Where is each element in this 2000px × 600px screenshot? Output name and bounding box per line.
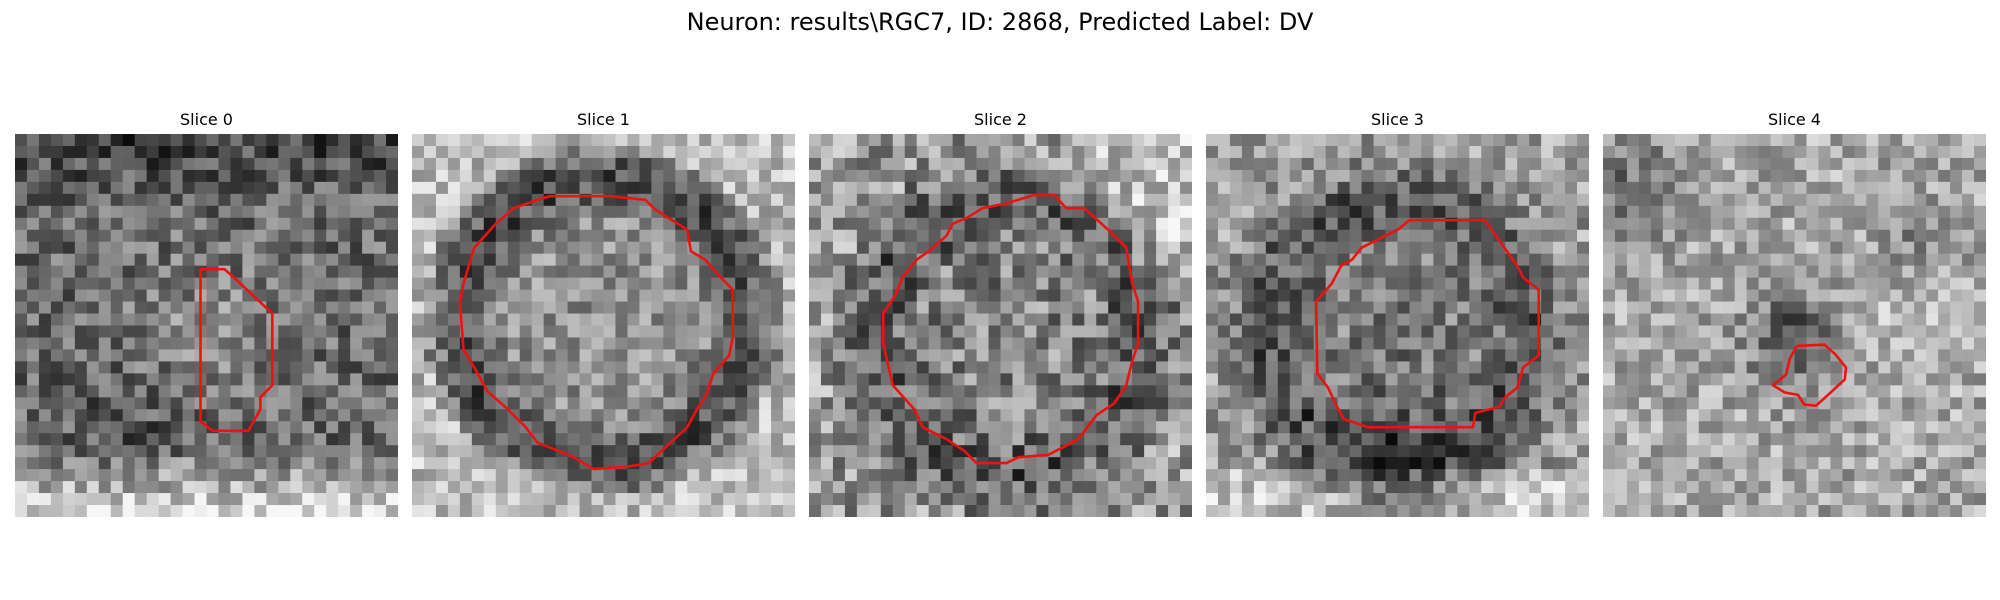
- slice-panel-2: Slice 2: [809, 110, 1192, 518]
- segmentation-contour-0: [199, 267, 274, 433]
- segmentation-contour-4: [1771, 343, 1848, 408]
- slice-panel-1: Slice 1: [412, 110, 795, 518]
- slice-image-3: [1206, 134, 1589, 517]
- segmentation-contour-1: [458, 194, 735, 471]
- slice-image-1: [412, 134, 795, 517]
- slice-title-2: Slice 2: [974, 110, 1027, 129]
- grayscale-image-0: [15, 134, 398, 517]
- slice-panel-3: Slice 3: [1206, 110, 1589, 518]
- slice-title-4: Slice 4: [1768, 110, 1821, 129]
- slice-image-0: [15, 134, 398, 517]
- grayscale-image-4: [1603, 134, 1986, 517]
- slice-title-3: Slice 3: [1371, 110, 1424, 129]
- grayscale-image-2: [809, 134, 1192, 517]
- slice-image-2: [809, 134, 1192, 517]
- figure-title: Neuron: results\RGC7, ID: 2868, Predicte…: [686, 8, 1314, 36]
- slice-panel-0: Slice 0: [15, 110, 398, 518]
- segmentation-contour-3: [1314, 218, 1541, 429]
- slice-image-4: [1603, 134, 1986, 517]
- grayscale-image-1: [412, 134, 795, 517]
- slice-title-1: Slice 1: [577, 110, 630, 129]
- segmentation-contour-2: [881, 193, 1140, 465]
- slice-title-0: Slice 0: [180, 110, 233, 129]
- slice-panel-4: Slice 4: [1603, 110, 1986, 518]
- grayscale-image-3: [1206, 134, 1589, 517]
